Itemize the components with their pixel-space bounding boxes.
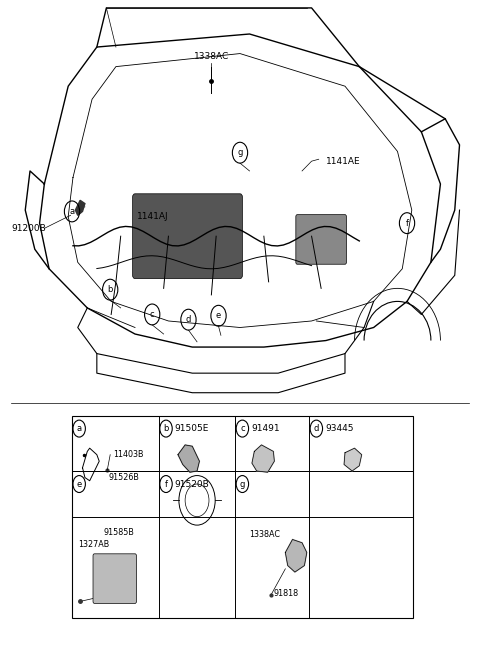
Polygon shape [252,445,275,472]
Text: f: f [406,219,408,228]
Text: 1141AJ: 1141AJ [137,212,169,221]
Polygon shape [285,540,307,572]
Polygon shape [75,200,85,215]
Polygon shape [344,448,362,471]
Text: c: c [240,424,245,433]
Text: 91526B: 91526B [109,473,140,482]
Text: 91200B: 91200B [11,224,46,233]
FancyBboxPatch shape [296,215,347,264]
Text: a: a [70,207,74,216]
Text: 1327AB: 1327AB [78,540,109,548]
FancyBboxPatch shape [132,194,242,278]
Text: 91818: 91818 [274,589,299,598]
Text: e: e [216,311,221,320]
Text: 91505E: 91505E [175,424,209,433]
Text: c: c [150,310,155,319]
Text: 91520B: 91520B [175,479,209,489]
Text: g: g [237,148,243,157]
Bar [72,415,413,618]
Polygon shape [178,445,199,472]
Text: 11403B: 11403B [114,450,144,459]
Text: 91585B: 91585B [104,529,135,538]
Text: 1338AC: 1338AC [194,52,229,62]
Text: d: d [186,315,191,324]
Text: 1141AE: 1141AE [326,157,360,166]
Text: d: d [313,424,319,433]
Text: g: g [240,479,245,489]
FancyBboxPatch shape [93,554,136,603]
Text: 1338AC: 1338AC [250,530,280,539]
Text: 91491: 91491 [251,424,280,433]
Text: a: a [77,424,82,433]
Text: e: e [76,479,82,489]
Text: 93445: 93445 [325,424,353,433]
Text: f: f [165,479,168,489]
Text: b: b [108,285,113,294]
Text: b: b [163,424,168,433]
